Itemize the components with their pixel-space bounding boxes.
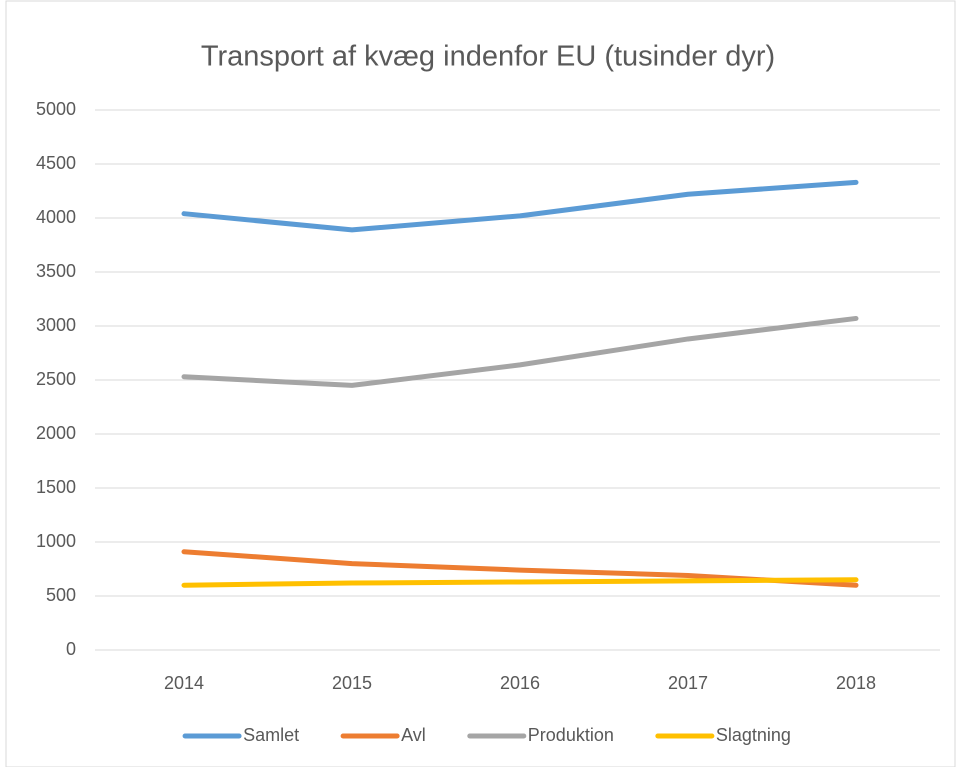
series-line xyxy=(181,315,859,388)
legend-label: Produktion xyxy=(528,725,614,745)
x-tick-label: 2018 xyxy=(836,673,876,693)
y-tick-label: 4000 xyxy=(36,207,76,227)
y-tick-label: 2500 xyxy=(36,369,76,389)
y-tick-label: 3500 xyxy=(36,261,76,281)
chart-title: Transport af kvæg indenfor EU (tusinder … xyxy=(201,41,775,73)
y-tick-label: 4500 xyxy=(36,153,76,173)
y-tick-label: 500 xyxy=(46,585,76,605)
y-tick-label: 1000 xyxy=(36,531,76,551)
x-tick-label: 2017 xyxy=(668,673,708,693)
legend-label: Avl xyxy=(401,725,426,745)
x-tick-label: 2014 xyxy=(164,673,204,693)
legend-label: Samlet xyxy=(243,725,299,745)
y-tick-label: 3000 xyxy=(36,315,76,335)
legend-label: Slagtning xyxy=(716,725,791,745)
y-tick-label: 2000 xyxy=(36,423,76,443)
x-tick-label: 2015 xyxy=(332,673,372,693)
chart-border xyxy=(5,0,956,767)
y-tick-label: 5000 xyxy=(36,99,76,119)
x-tick-label: 2016 xyxy=(500,673,540,693)
y-tick-label: 1500 xyxy=(36,477,76,497)
series-line xyxy=(181,179,859,233)
y-tick-label: 0 xyxy=(66,639,76,659)
series-line xyxy=(181,577,859,588)
